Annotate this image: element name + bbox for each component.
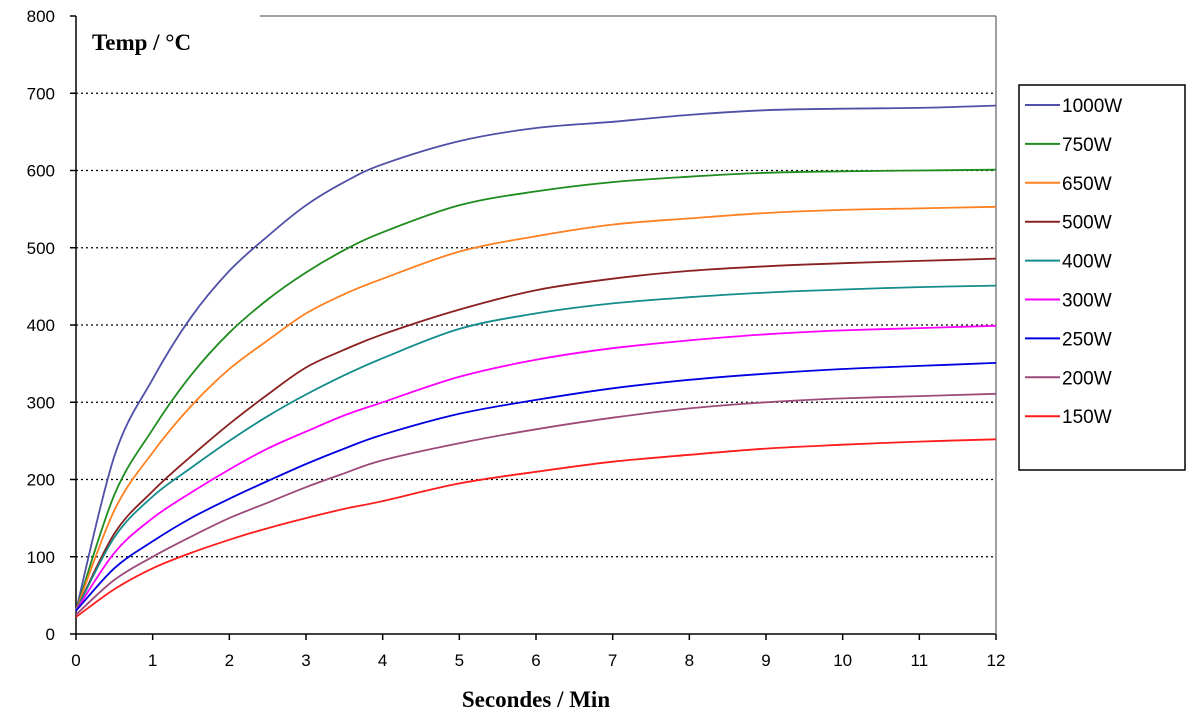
y-tick-label: 600 [27, 162, 55, 181]
legend-label: 200W [1062, 368, 1112, 389]
x-tick-label: 4 [378, 651, 387, 670]
y-axis-title: Temp / °C [92, 30, 191, 55]
legend-label: 1000W [1062, 96, 1122, 117]
x-tick-label: 8 [685, 651, 694, 670]
grid [76, 92, 996, 558]
series-line-250w [75, 362, 997, 612]
legend-label: 300W [1062, 291, 1112, 312]
y-tick-label: 800 [27, 7, 55, 26]
y-tick-label: 100 [27, 548, 55, 567]
series-line-400w [75, 284, 997, 612]
y-tick-label: 300 [27, 393, 55, 412]
series-lines [75, 104, 997, 618]
legend-label: 150W [1062, 407, 1112, 428]
y-tick-label: 700 [27, 84, 55, 103]
series-line-650w [75, 205, 997, 612]
x-axis-title: Secondes / Min [462, 687, 610, 712]
x-tick-label: 2 [225, 651, 234, 670]
x-tick-label: 6 [531, 651, 540, 670]
x-tick-label: 1 [148, 651, 157, 670]
y-axis-title-background [82, 20, 260, 68]
y-tick-label: 0 [46, 625, 55, 644]
y-axis-ticks: 0 100 200 300 400 500 600 700 800 [27, 7, 76, 644]
legend-box [1018, 84, 1186, 471]
x-tick-label: 5 [455, 651, 464, 670]
x-tick-label: 7 [608, 651, 617, 670]
y-tick-label: 500 [27, 239, 55, 258]
series-line-150w [75, 438, 997, 618]
legend-label: 250W [1062, 329, 1112, 350]
x-tick-label: 9 [761, 651, 770, 670]
y-tick-label: 200 [27, 471, 55, 490]
legend-label: 750W [1062, 135, 1112, 156]
legend-label: 650W [1062, 174, 1112, 195]
series-line-1000w [75, 104, 997, 612]
x-tick-label: 0 [71, 651, 80, 670]
series-line-200w [75, 392, 997, 616]
x-tick-label: 10 [833, 651, 852, 670]
x-tick-label: 11 [911, 651, 929, 670]
series-line-500w [75, 257, 997, 612]
legend-label: 500W [1062, 213, 1112, 234]
series-line-750w [75, 168, 997, 612]
series-line-300w [75, 324, 997, 612]
legend-label: 400W [1062, 252, 1112, 273]
x-axis-ticks: 0 1 2 3 4 5 6 7 8 9 10 11 12 [71, 634, 1005, 670]
x-tick-label: 3 [301, 651, 310, 670]
y-tick-label: 400 [27, 316, 55, 335]
legend: 1000W 750W 650W 500W 400W 300W 250W 200W 150W [1018, 84, 1186, 471]
x-tick-label: 12 [987, 651, 1006, 670]
